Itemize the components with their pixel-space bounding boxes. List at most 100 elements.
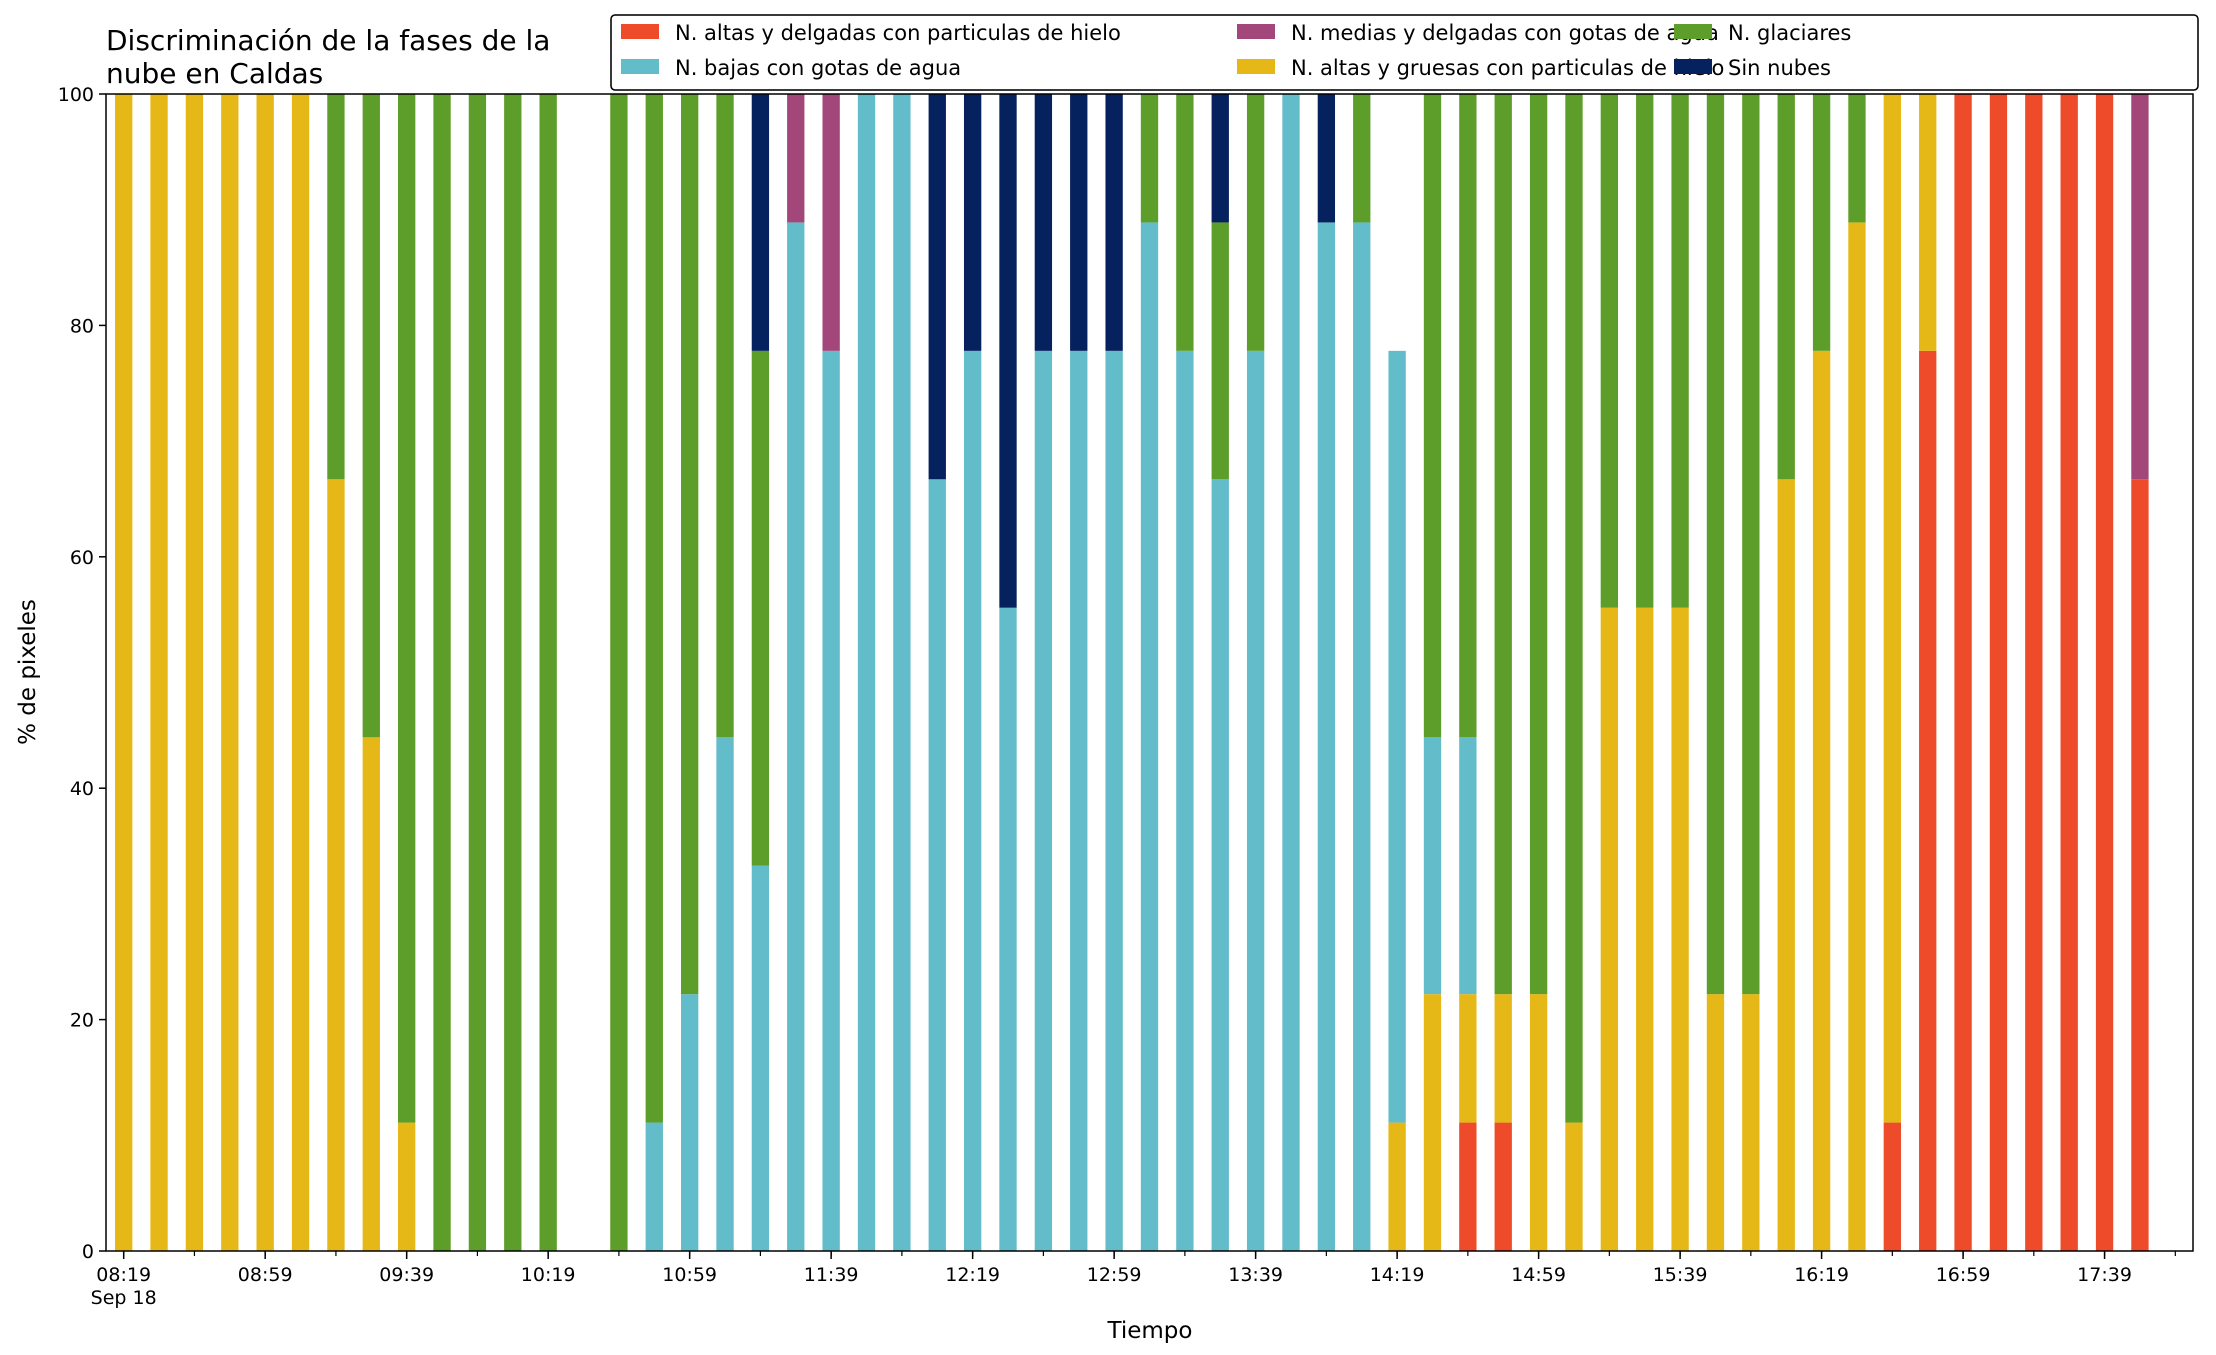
x-tick-label-0859: 08:59 bbox=[238, 1264, 293, 1286]
bar-0919-series-3 bbox=[327, 94, 345, 480]
bar-1359-series-2 bbox=[1317, 222, 1336, 1252]
y-tick-label-60: 60 bbox=[70, 547, 94, 569]
bar-1349-series-2 bbox=[1282, 94, 1300, 1251]
bar-1129-series-4 bbox=[787, 94, 805, 223]
bar-1259-series-2 bbox=[1105, 350, 1123, 1252]
bar-1439-series-2 bbox=[1459, 737, 1477, 995]
bar-1439-series-1 bbox=[1459, 994, 1477, 1123]
legend-border bbox=[610, 14, 2199, 91]
bar-1409-series-2 bbox=[1353, 222, 1371, 1252]
bar-1239-series-5 bbox=[1034, 94, 1053, 351]
bar-1619-series-1 bbox=[1812, 350, 1831, 1252]
legend-swatch-5 bbox=[1674, 59, 1712, 74]
bar-1609-series-1 bbox=[1777, 479, 1795, 1251]
bar-1039-series-3 bbox=[610, 94, 628, 1251]
bar-1459-series-3 bbox=[1529, 94, 1548, 995]
bar-1639-series-1 bbox=[1883, 94, 1901, 1123]
y-tick-label-20: 20 bbox=[70, 1010, 94, 1032]
x-tick-label-1619: 16:19 bbox=[1794, 1264, 1849, 1286]
bar-0939-series-1 bbox=[398, 1122, 416, 1251]
bar-1629-series-3 bbox=[1848, 94, 1866, 223]
bar-1449-series-3 bbox=[1494, 94, 1512, 995]
bar-1249-series-5 bbox=[1070, 94, 1088, 351]
bar-0839-series-1 bbox=[185, 94, 204, 1251]
bar-1419-series-1 bbox=[1388, 1122, 1406, 1251]
bar-1259-series-5 bbox=[1105, 94, 1123, 351]
bar-1649-series-0 bbox=[1919, 350, 1937, 1252]
legend-swatch-2 bbox=[621, 59, 659, 74]
bar-1639-series-0 bbox=[1883, 1122, 1901, 1251]
bar-1329-series-3 bbox=[1211, 222, 1229, 480]
legend-label-3: N. glaciares bbox=[1728, 21, 1851, 45]
legend-swatch-4 bbox=[1237, 24, 1275, 39]
bar-1749-series-0 bbox=[2131, 479, 2149, 1251]
bar-1749-series-4 bbox=[2131, 94, 2149, 480]
legend-label-5: Sin nubes bbox=[1728, 56, 1831, 80]
bar-1659-series-0 bbox=[1954, 94, 1972, 1251]
bar-1519-series-1 bbox=[1600, 607, 1619, 1251]
bar-0909-series-1 bbox=[291, 94, 310, 1251]
bar-1209-series-2 bbox=[928, 479, 946, 1251]
bar-0829-series-1 bbox=[150, 94, 168, 1251]
bar-0949-series-3 bbox=[433, 94, 451, 1251]
bar-1729-series-0 bbox=[2060, 94, 2078, 1251]
x-tick-sublabel: Sep 18 bbox=[91, 1287, 157, 1309]
bar-1739-series-0 bbox=[2095, 94, 2114, 1251]
y-axis-label: % de pixeles bbox=[15, 599, 41, 745]
bar-1329-series-2 bbox=[1211, 479, 1229, 1251]
x-tick-label-1459: 14:59 bbox=[1511, 1264, 1566, 1286]
bar-1229-series-5 bbox=[999, 94, 1017, 608]
bar-1119-series-5 bbox=[751, 94, 770, 351]
bar-1429-series-3 bbox=[1423, 94, 1442, 738]
bar-1059-series-2 bbox=[680, 994, 699, 1251]
bar-0859-series-1 bbox=[256, 94, 274, 1251]
bar-1629-series-1 bbox=[1848, 222, 1866, 1252]
legend-label-2: N. bajas con gotas de agua bbox=[675, 56, 961, 80]
bar-1359-series-5 bbox=[1317, 94, 1336, 223]
bar-1139-series-4 bbox=[822, 94, 840, 351]
x-tick-label-1539: 15:39 bbox=[1653, 1264, 1708, 1286]
y-tick-label-80: 80 bbox=[70, 315, 94, 337]
bar-1459-series-1 bbox=[1529, 994, 1548, 1251]
bar-1419-series-2 bbox=[1388, 350, 1406, 1123]
plot-frame bbox=[105, 93, 2194, 1252]
bar-1409-series-3 bbox=[1353, 94, 1371, 223]
x-tick-label-1019: 10:19 bbox=[521, 1264, 576, 1286]
bar-1559-series-3 bbox=[1742, 94, 1760, 995]
y-tick-label-40: 40 bbox=[70, 778, 94, 800]
bar-1709-series-0 bbox=[1989, 94, 2008, 1251]
x-tick-label-1339: 13:39 bbox=[1228, 1264, 1283, 1286]
bar-1609-series-3 bbox=[1777, 94, 1795, 480]
bar-1329-series-5 bbox=[1211, 94, 1229, 223]
bar-1649-series-1 bbox=[1919, 94, 1937, 351]
bar-1449-series-0 bbox=[1494, 1122, 1512, 1251]
y-axis: 0 20 40 60 80 100 bbox=[58, 84, 106, 1263]
x-axis-label: Tiempo bbox=[1107, 1318, 1193, 1344]
x-tick-label-0939: 09:39 bbox=[379, 1264, 434, 1286]
x-tick-label-1219: 12:19 bbox=[945, 1264, 1000, 1286]
bar-1209-series-5 bbox=[928, 94, 946, 480]
legend: N. altas y delgadas con particulas de hi… bbox=[610, 14, 2199, 91]
legend-label-0: N. altas y delgadas con particulas de hi… bbox=[675, 21, 1121, 45]
bar-0939-series-3 bbox=[398, 94, 416, 1123]
bar-1429-series-1 bbox=[1423, 994, 1442, 1251]
x-tick-label-1139: 11:39 bbox=[804, 1264, 859, 1286]
x-tick-label-1259: 12:59 bbox=[1087, 1264, 1142, 1286]
bar-1049-series-2 bbox=[645, 1122, 663, 1251]
x-tick-label-0819: 08:19 bbox=[96, 1264, 151, 1286]
legend-swatch-0 bbox=[621, 24, 659, 39]
bar-0929-series-3 bbox=[362, 94, 380, 738]
bar-1319-series-3 bbox=[1176, 94, 1194, 351]
bar-1119-series-2 bbox=[751, 865, 770, 1251]
bar-1539-series-3 bbox=[1671, 94, 1689, 608]
legend-label-4: N. medias y delgadas con gotas de agua bbox=[1291, 21, 1719, 45]
bar-1129-series-2 bbox=[787, 222, 805, 1252]
bar-1529-series-1 bbox=[1636, 607, 1654, 1251]
bar-1429-series-2 bbox=[1423, 737, 1442, 995]
legend-swatch-3 bbox=[1674, 24, 1712, 39]
bar-1549-series-1 bbox=[1706, 994, 1725, 1251]
bar-1509-series-3 bbox=[1565, 94, 1583, 1123]
bar-1219-series-2 bbox=[963, 350, 982, 1252]
bar-1439-series-0 bbox=[1459, 1122, 1477, 1251]
